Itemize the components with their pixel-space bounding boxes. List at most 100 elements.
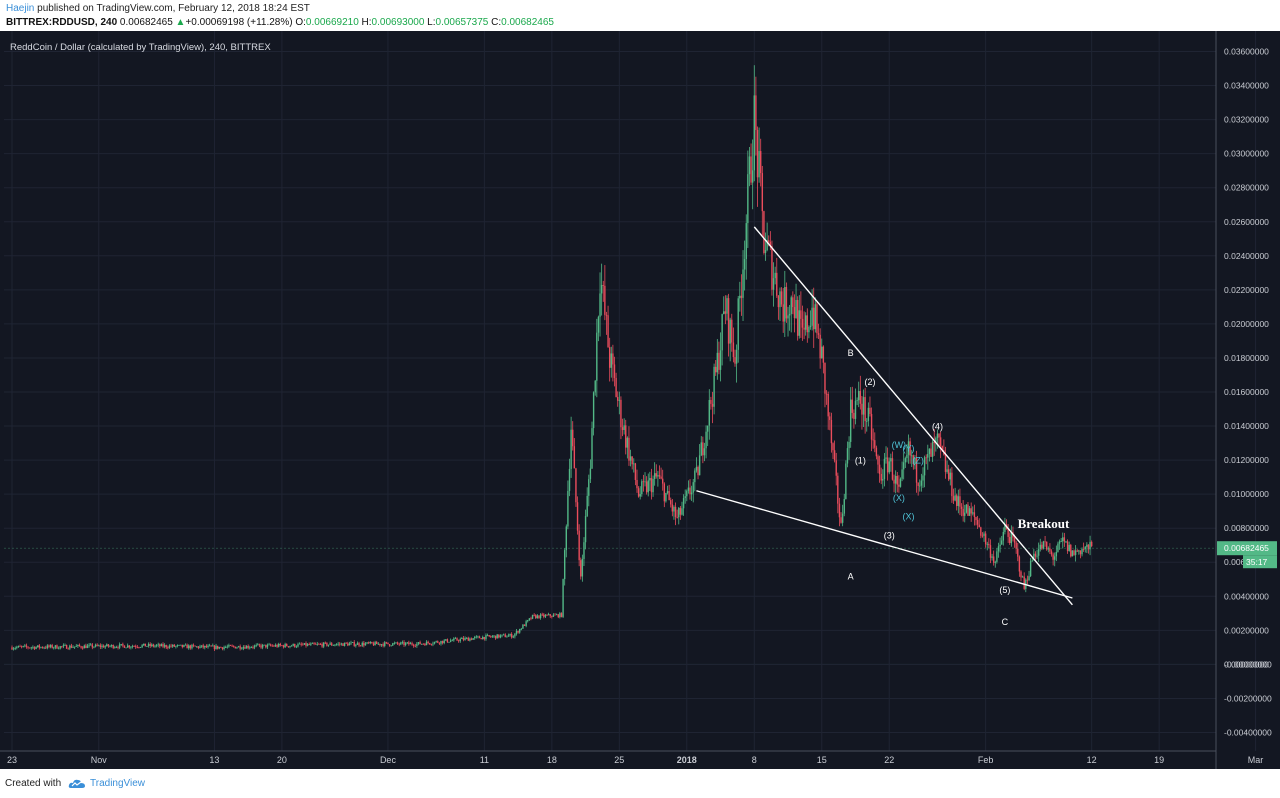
candle-body (700, 442, 702, 456)
candle-body (732, 342, 735, 358)
countdown-badge (1243, 555, 1277, 569)
candle-body (573, 446, 576, 469)
author-link[interactable]: Haejin (6, 3, 35, 14)
candle-body (981, 535, 984, 537)
candle-body (170, 645, 172, 647)
candle-body (735, 349, 738, 364)
candle-body (213, 645, 216, 650)
candle-body (825, 393, 828, 395)
candle-body (692, 482, 694, 493)
candle-body (176, 645, 179, 647)
candle-body (764, 249, 767, 253)
candle-body (112, 645, 114, 649)
candle-body (944, 454, 947, 472)
candle-body (32, 646, 34, 648)
candle-body (351, 642, 354, 643)
candle-body (1029, 561, 1032, 577)
candle-body (265, 644, 267, 648)
candle-body (613, 364, 616, 378)
candle-body (1054, 556, 1056, 560)
candle-body (907, 441, 910, 455)
candle-body (12, 648, 15, 650)
y-tick-label: 0.00400000 (1224, 591, 1269, 601)
candle-body (126, 645, 129, 648)
candles (11, 65, 1093, 652)
candle-body (197, 646, 200, 648)
candle-body (467, 637, 469, 641)
candle-body (282, 645, 285, 648)
candle-body (592, 392, 595, 429)
price-change: +0.00069198 (+11.28%) (185, 17, 293, 28)
x-tick-label: 19 (1154, 755, 1164, 765)
candle-body (608, 347, 611, 368)
candle-body (774, 272, 776, 279)
candle-body (40, 646, 42, 648)
candle-body (167, 647, 169, 649)
candle-body (795, 300, 797, 319)
candle-body (472, 638, 474, 640)
candle-body (710, 400, 712, 404)
tradingview-brand-link[interactable]: TradingView (90, 778, 146, 789)
candle-body (755, 95, 757, 130)
candle-body (925, 457, 927, 459)
candle-body (130, 646, 132, 648)
y-tick-label: 0.02600000 (1224, 217, 1269, 227)
candle-body (86, 645, 89, 649)
candle-body (287, 646, 290, 647)
candle-body (760, 151, 762, 174)
countdown-label: 35:17 (1246, 557, 1268, 567)
candle-body (705, 431, 707, 449)
candle-body (652, 478, 654, 493)
y-tick-label: -0.00000000 (1224, 659, 1272, 669)
candle-body (114, 647, 116, 649)
candle-body (578, 530, 580, 561)
upper-trendline (753, 226, 1073, 606)
candle-body (488, 635, 490, 637)
candle-body (469, 638, 471, 641)
x-tick-label: Mar (1248, 755, 1264, 765)
candle-body (662, 478, 664, 484)
candle-body (218, 647, 220, 649)
candle-body (27, 646, 29, 648)
candle-body (490, 636, 492, 638)
candle-body (138, 647, 140, 649)
candle-body (645, 481, 648, 493)
candle-body (928, 448, 931, 454)
x-tick-label: 11 (480, 755, 489, 765)
candle-body (11, 647, 13, 650)
y-axis-labels: 0.03600000 0.03400000 0.03200000 0.03000000… (1224, 47, 1272, 738)
candle-body (682, 498, 685, 509)
candle-body (224, 647, 227, 648)
candle-body (586, 495, 588, 517)
candle-body (456, 638, 458, 641)
candle-body (947, 469, 950, 480)
candle-body (268, 644, 270, 646)
candle-body (769, 241, 772, 247)
candle-body (607, 315, 609, 348)
candle-body (146, 646, 148, 647)
x-tick-label: 12 (1087, 755, 1097, 765)
candle-body (665, 492, 667, 502)
candle-body (242, 647, 245, 649)
candle-body (329, 643, 331, 645)
candle-body (1018, 556, 1021, 572)
candle-body (975, 517, 977, 521)
candle-body (54, 645, 57, 648)
candle-body (284, 644, 286, 648)
candle-body (260, 645, 262, 648)
price-chart[interactable]: 0.03600000 0.03400000 0.03200000 0.03000000… (0, 31, 1280, 769)
candle-body (480, 638, 482, 640)
candle-body (269, 644, 272, 646)
candle-body (880, 473, 882, 481)
candle-body (625, 425, 627, 448)
candle-body (424, 643, 426, 646)
candle-body (371, 641, 373, 644)
candle-body (903, 462, 905, 470)
candle-body (530, 618, 532, 620)
candle-body (848, 441, 850, 449)
candle-body (75, 645, 77, 647)
candle-body (388, 644, 391, 646)
candle-body (1074, 550, 1077, 555)
candle-body (686, 490, 688, 497)
tradingview-cloud-icon[interactable] (68, 779, 86, 789)
